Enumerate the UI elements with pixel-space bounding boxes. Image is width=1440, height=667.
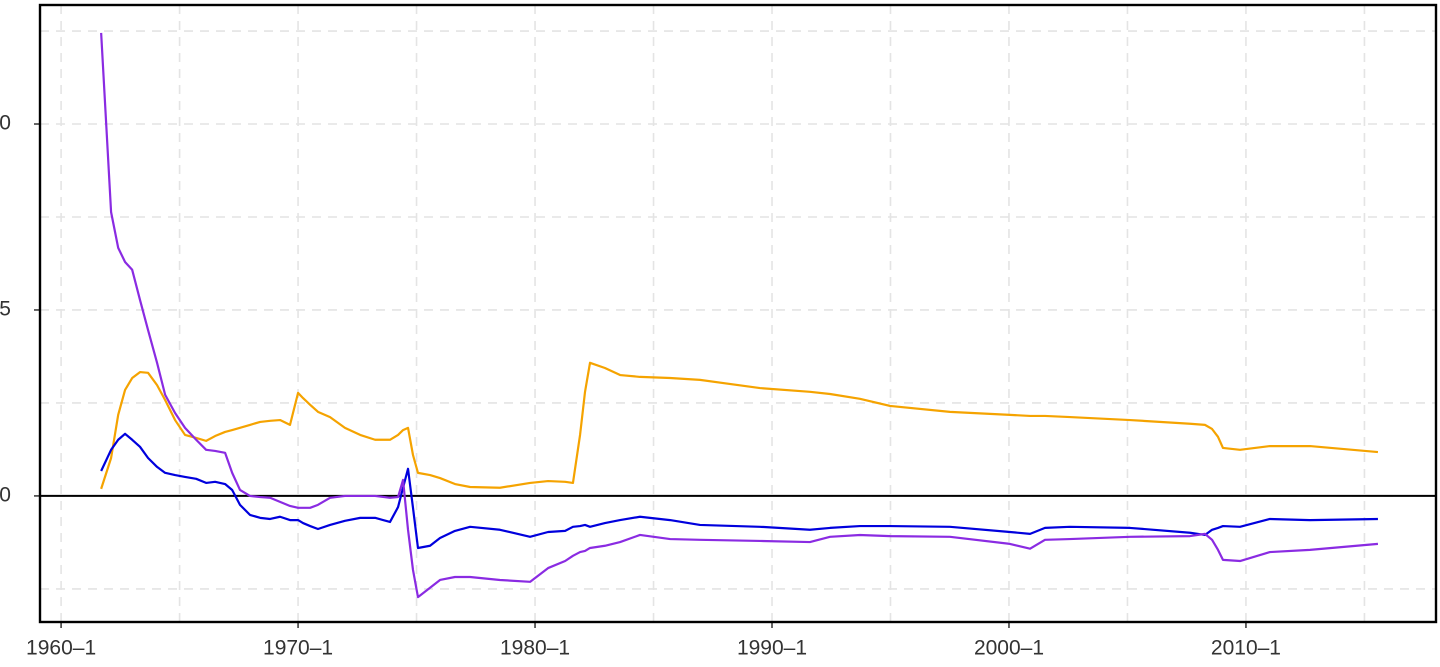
plot-border [38,3,1438,624]
series-line [100,32,1379,599]
x-tick-label: 2010–1 [1211,637,1281,660]
series-line [100,432,1378,550]
x-tick-label: 1980–1 [500,637,570,660]
x-tick-label: 1990–1 [737,637,807,660]
y-tick-label: 0.0 [0,483,11,506]
y-tick-label: 0.5 [0,298,11,321]
y-tick-label: 1.0 [0,112,11,135]
x-tick-label: 1960–1 [26,637,96,660]
series-line [100,361,1379,490]
x-tick-label: 1970–1 [263,637,333,660]
x-tick-label: 2000–1 [974,637,1044,660]
